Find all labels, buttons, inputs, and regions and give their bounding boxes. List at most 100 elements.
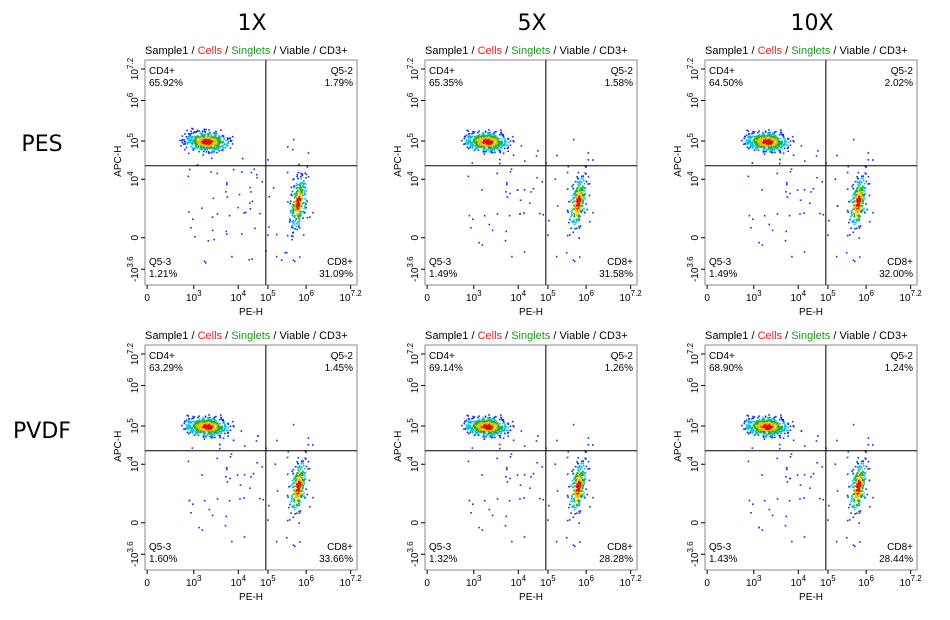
event-dot xyxy=(292,483,294,485)
event-dot xyxy=(303,471,305,474)
event-dot xyxy=(772,140,775,143)
event-dot xyxy=(577,462,579,465)
event-dot xyxy=(761,137,764,140)
event-dot xyxy=(579,193,581,195)
event-dot xyxy=(772,137,775,140)
event-dot xyxy=(218,138,221,140)
event-dot xyxy=(187,460,190,463)
event-dot xyxy=(504,524,507,527)
event-dot xyxy=(185,419,188,422)
event-dot xyxy=(775,143,777,146)
event-dot xyxy=(193,147,196,150)
event-dot xyxy=(584,212,586,214)
event-dot xyxy=(194,137,197,140)
tick-base: 0 xyxy=(424,578,430,589)
event-dot xyxy=(298,465,300,468)
event-dot xyxy=(478,424,481,427)
event-dot xyxy=(857,177,859,180)
event-dot xyxy=(491,151,493,154)
event-dot xyxy=(799,199,802,201)
event-dot xyxy=(312,444,314,446)
event-dot xyxy=(747,136,749,139)
event-dot xyxy=(210,427,213,429)
event-dot xyxy=(249,202,251,204)
event-dot xyxy=(491,229,494,232)
event-dot xyxy=(210,143,213,146)
event-dot xyxy=(191,142,194,144)
event-dot xyxy=(299,211,302,214)
event-dot xyxy=(575,474,578,476)
event-dot xyxy=(206,145,209,147)
y-tick-label: 105 xyxy=(686,133,701,149)
events xyxy=(461,414,594,548)
event-dot xyxy=(292,206,294,208)
event-dot xyxy=(489,138,491,140)
event-dot xyxy=(482,144,485,147)
event-dot xyxy=(286,494,289,497)
event-dot xyxy=(858,180,860,183)
event-dot xyxy=(215,135,217,137)
event-dot xyxy=(582,175,585,177)
event-dot xyxy=(749,135,752,138)
x-axis-label: PE-H xyxy=(239,592,263,603)
event-dot xyxy=(491,425,494,428)
event-dot xyxy=(216,151,218,154)
event-dot xyxy=(301,199,303,201)
event-dot xyxy=(295,205,298,207)
event-dot xyxy=(821,181,824,183)
event-dot xyxy=(572,208,574,211)
y-tick-label: 105 xyxy=(126,133,141,149)
event-dot xyxy=(767,134,770,137)
event-dot xyxy=(489,140,492,142)
event-dot xyxy=(854,206,857,209)
event-dot xyxy=(215,141,217,143)
event-dot xyxy=(855,210,858,213)
event-dot xyxy=(468,421,471,423)
event-dot xyxy=(296,481,298,483)
event-dot xyxy=(858,191,860,193)
event-dot xyxy=(803,536,806,538)
event-dot xyxy=(752,143,754,146)
event-dot xyxy=(498,133,501,136)
event-dot xyxy=(785,230,788,233)
event-dot xyxy=(479,146,482,148)
event-dot xyxy=(505,425,508,428)
event-dot xyxy=(816,176,818,179)
tick-exponent: 3.6 xyxy=(126,256,135,268)
event-dot xyxy=(301,493,304,496)
event-dot xyxy=(207,139,210,141)
event-dot xyxy=(485,140,487,143)
event-dot xyxy=(477,426,480,429)
event-dot xyxy=(583,495,585,497)
event-dot xyxy=(201,140,203,142)
event-dot xyxy=(231,143,234,145)
event-dot xyxy=(301,477,303,479)
event-dot xyxy=(298,510,300,513)
event-dot xyxy=(750,137,752,139)
event-dot xyxy=(574,208,577,210)
event-dot xyxy=(203,421,205,423)
event-dot xyxy=(763,134,766,137)
event-dot xyxy=(197,433,199,436)
event-dot xyxy=(289,519,291,521)
event-dot xyxy=(477,139,479,142)
event-dot xyxy=(187,135,190,138)
event-dot xyxy=(200,148,203,151)
event-dot xyxy=(200,425,202,427)
tick-exponent: 7.2 xyxy=(686,57,695,69)
event-dot xyxy=(856,227,858,230)
event-dot xyxy=(304,205,306,207)
event-dot xyxy=(746,143,748,145)
event-dot xyxy=(292,201,295,204)
event-dot xyxy=(574,180,577,183)
event-dot xyxy=(502,135,505,137)
event-dot xyxy=(286,171,289,174)
event-dot xyxy=(208,432,210,434)
event-dot xyxy=(501,143,503,146)
event-dot xyxy=(472,132,475,134)
event-dot xyxy=(224,427,226,429)
quadrant-name: CD4+ xyxy=(429,66,455,77)
event-dot xyxy=(187,152,190,155)
event-dot xyxy=(241,233,243,235)
event-dot xyxy=(299,500,301,503)
